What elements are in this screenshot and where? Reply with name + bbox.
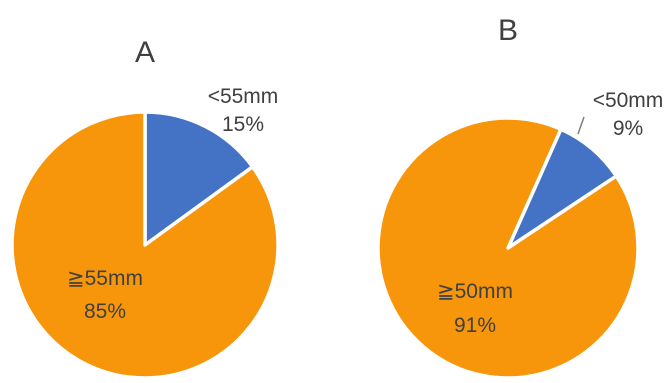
pie-chart-a: A <55mm 15% ≧55mm 85% xyxy=(10,36,280,380)
chart-b-small-slice-value: 9% xyxy=(613,117,643,140)
pie-chart-b: B <50mm 9% ≧50mm 91% xyxy=(376,14,664,380)
chart-b-large-slice-value: 91% xyxy=(454,314,496,337)
chart-b-slices xyxy=(376,116,640,380)
chart-a-title: A xyxy=(135,36,155,69)
chart-a-slice-0 xyxy=(143,110,255,247)
chart-b-slice-1 xyxy=(376,116,640,380)
chart-a-slices xyxy=(10,110,280,380)
chart-a-slice-1 xyxy=(10,110,280,380)
chart-b-leader-line xyxy=(577,116,585,135)
chart-a-large-slice-value: 85% xyxy=(84,300,126,323)
chart-b-small-slice-label: <50mm xyxy=(593,89,664,112)
chart-b-large-slice-label: ≧50mm xyxy=(437,280,513,303)
chart-b-title: B xyxy=(498,14,518,47)
chart-a-small-slice-label: <55mm xyxy=(208,85,279,108)
chart-a-small-slice-value: 15% xyxy=(222,113,264,136)
chart-a-large-slice-label: ≧55mm xyxy=(67,267,143,290)
